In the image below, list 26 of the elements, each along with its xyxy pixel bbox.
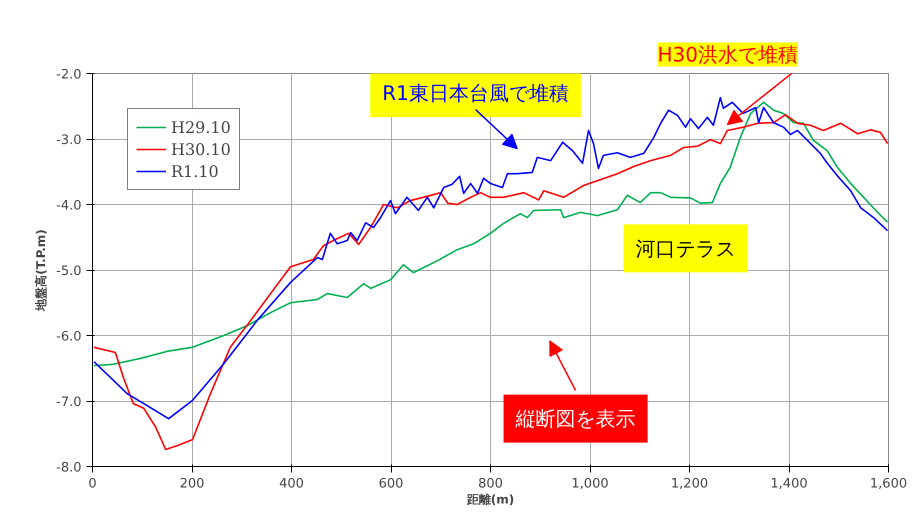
legend-label: R1.10 <box>171 161 219 181</box>
x-tick-label: 1,200 <box>670 476 708 492</box>
y-axis-title: 地盤高(T.P.m) <box>34 229 48 312</box>
annotation: 縦断図を表示 <box>514 406 636 431</box>
y-tick-label: -5.0 <box>56 264 82 279</box>
annotation: R1東日本台風で堆積 <box>382 81 569 106</box>
legend-label: H30.10 <box>171 139 231 159</box>
x-tick-label: 1,000 <box>571 476 609 492</box>
text: H30洪水で堆積 <box>658 42 798 66</box>
y-tick-label: -4.0 <box>56 198 82 214</box>
y-tick-label: -6.0 <box>56 330 82 344</box>
y-tick-label: -3.0 <box>56 133 82 148</box>
annotation: 河口テラス <box>636 236 736 260</box>
x-tick-label: 600 <box>378 476 404 492</box>
x-tick-label: 1,400 <box>770 476 808 492</box>
x-tick-label: 200 <box>180 476 204 492</box>
x-axis-title: 距離(m) <box>466 492 514 506</box>
x-tick-label: 1,600 <box>870 476 908 492</box>
y-tick-label: -2.0 <box>56 68 82 82</box>
y-tick-label: -7.0 <box>56 395 82 410</box>
legend-label: H29.10 <box>171 117 231 137</box>
x-tick-label: 400 <box>279 476 304 492</box>
y-tick-label: -8.0 <box>56 460 82 476</box>
x-tick-label: 800 <box>478 476 503 492</box>
x-tick-label: 0 <box>88 476 97 492</box>
line-series <box>93 102 888 366</box>
